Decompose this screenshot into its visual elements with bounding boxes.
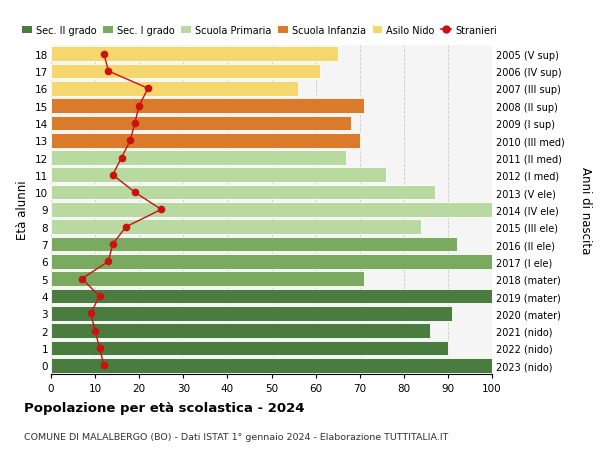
- Bar: [51, 64, 320, 79]
- Text: COMUNE DI MALALBERGO (BO) - Dati ISTAT 1° gennaio 2024 - Elaborazione TUTTITALIA: COMUNE DI MALALBERGO (BO) - Dati ISTAT 1…: [24, 432, 448, 442]
- Bar: [51, 220, 421, 235]
- Legend: Sec. II grado, Sec. I grado, Scuola Primaria, Scuola Infanzia, Asilo Nido, Stran: Sec. II grado, Sec. I grado, Scuola Prim…: [19, 22, 501, 39]
- Bar: [51, 134, 360, 148]
- Bar: [51, 116, 351, 131]
- Bar: [51, 237, 457, 252]
- Bar: [51, 47, 338, 62]
- Bar: [51, 341, 448, 356]
- Bar: [51, 168, 386, 183]
- Text: Popolazione per età scolastica - 2024: Popolazione per età scolastica - 2024: [24, 402, 305, 414]
- Bar: [51, 203, 492, 217]
- Bar: [51, 358, 492, 373]
- Bar: [51, 289, 492, 304]
- Bar: [51, 306, 452, 321]
- Bar: [51, 185, 434, 200]
- Bar: [51, 82, 298, 96]
- Y-axis label: Anni di nascita: Anni di nascita: [579, 167, 592, 253]
- Bar: [51, 324, 430, 338]
- Bar: [51, 272, 364, 286]
- Bar: [51, 99, 364, 114]
- Bar: [51, 254, 492, 269]
- Y-axis label: Età alunni: Età alunni: [16, 180, 29, 240]
- Bar: [51, 151, 346, 166]
